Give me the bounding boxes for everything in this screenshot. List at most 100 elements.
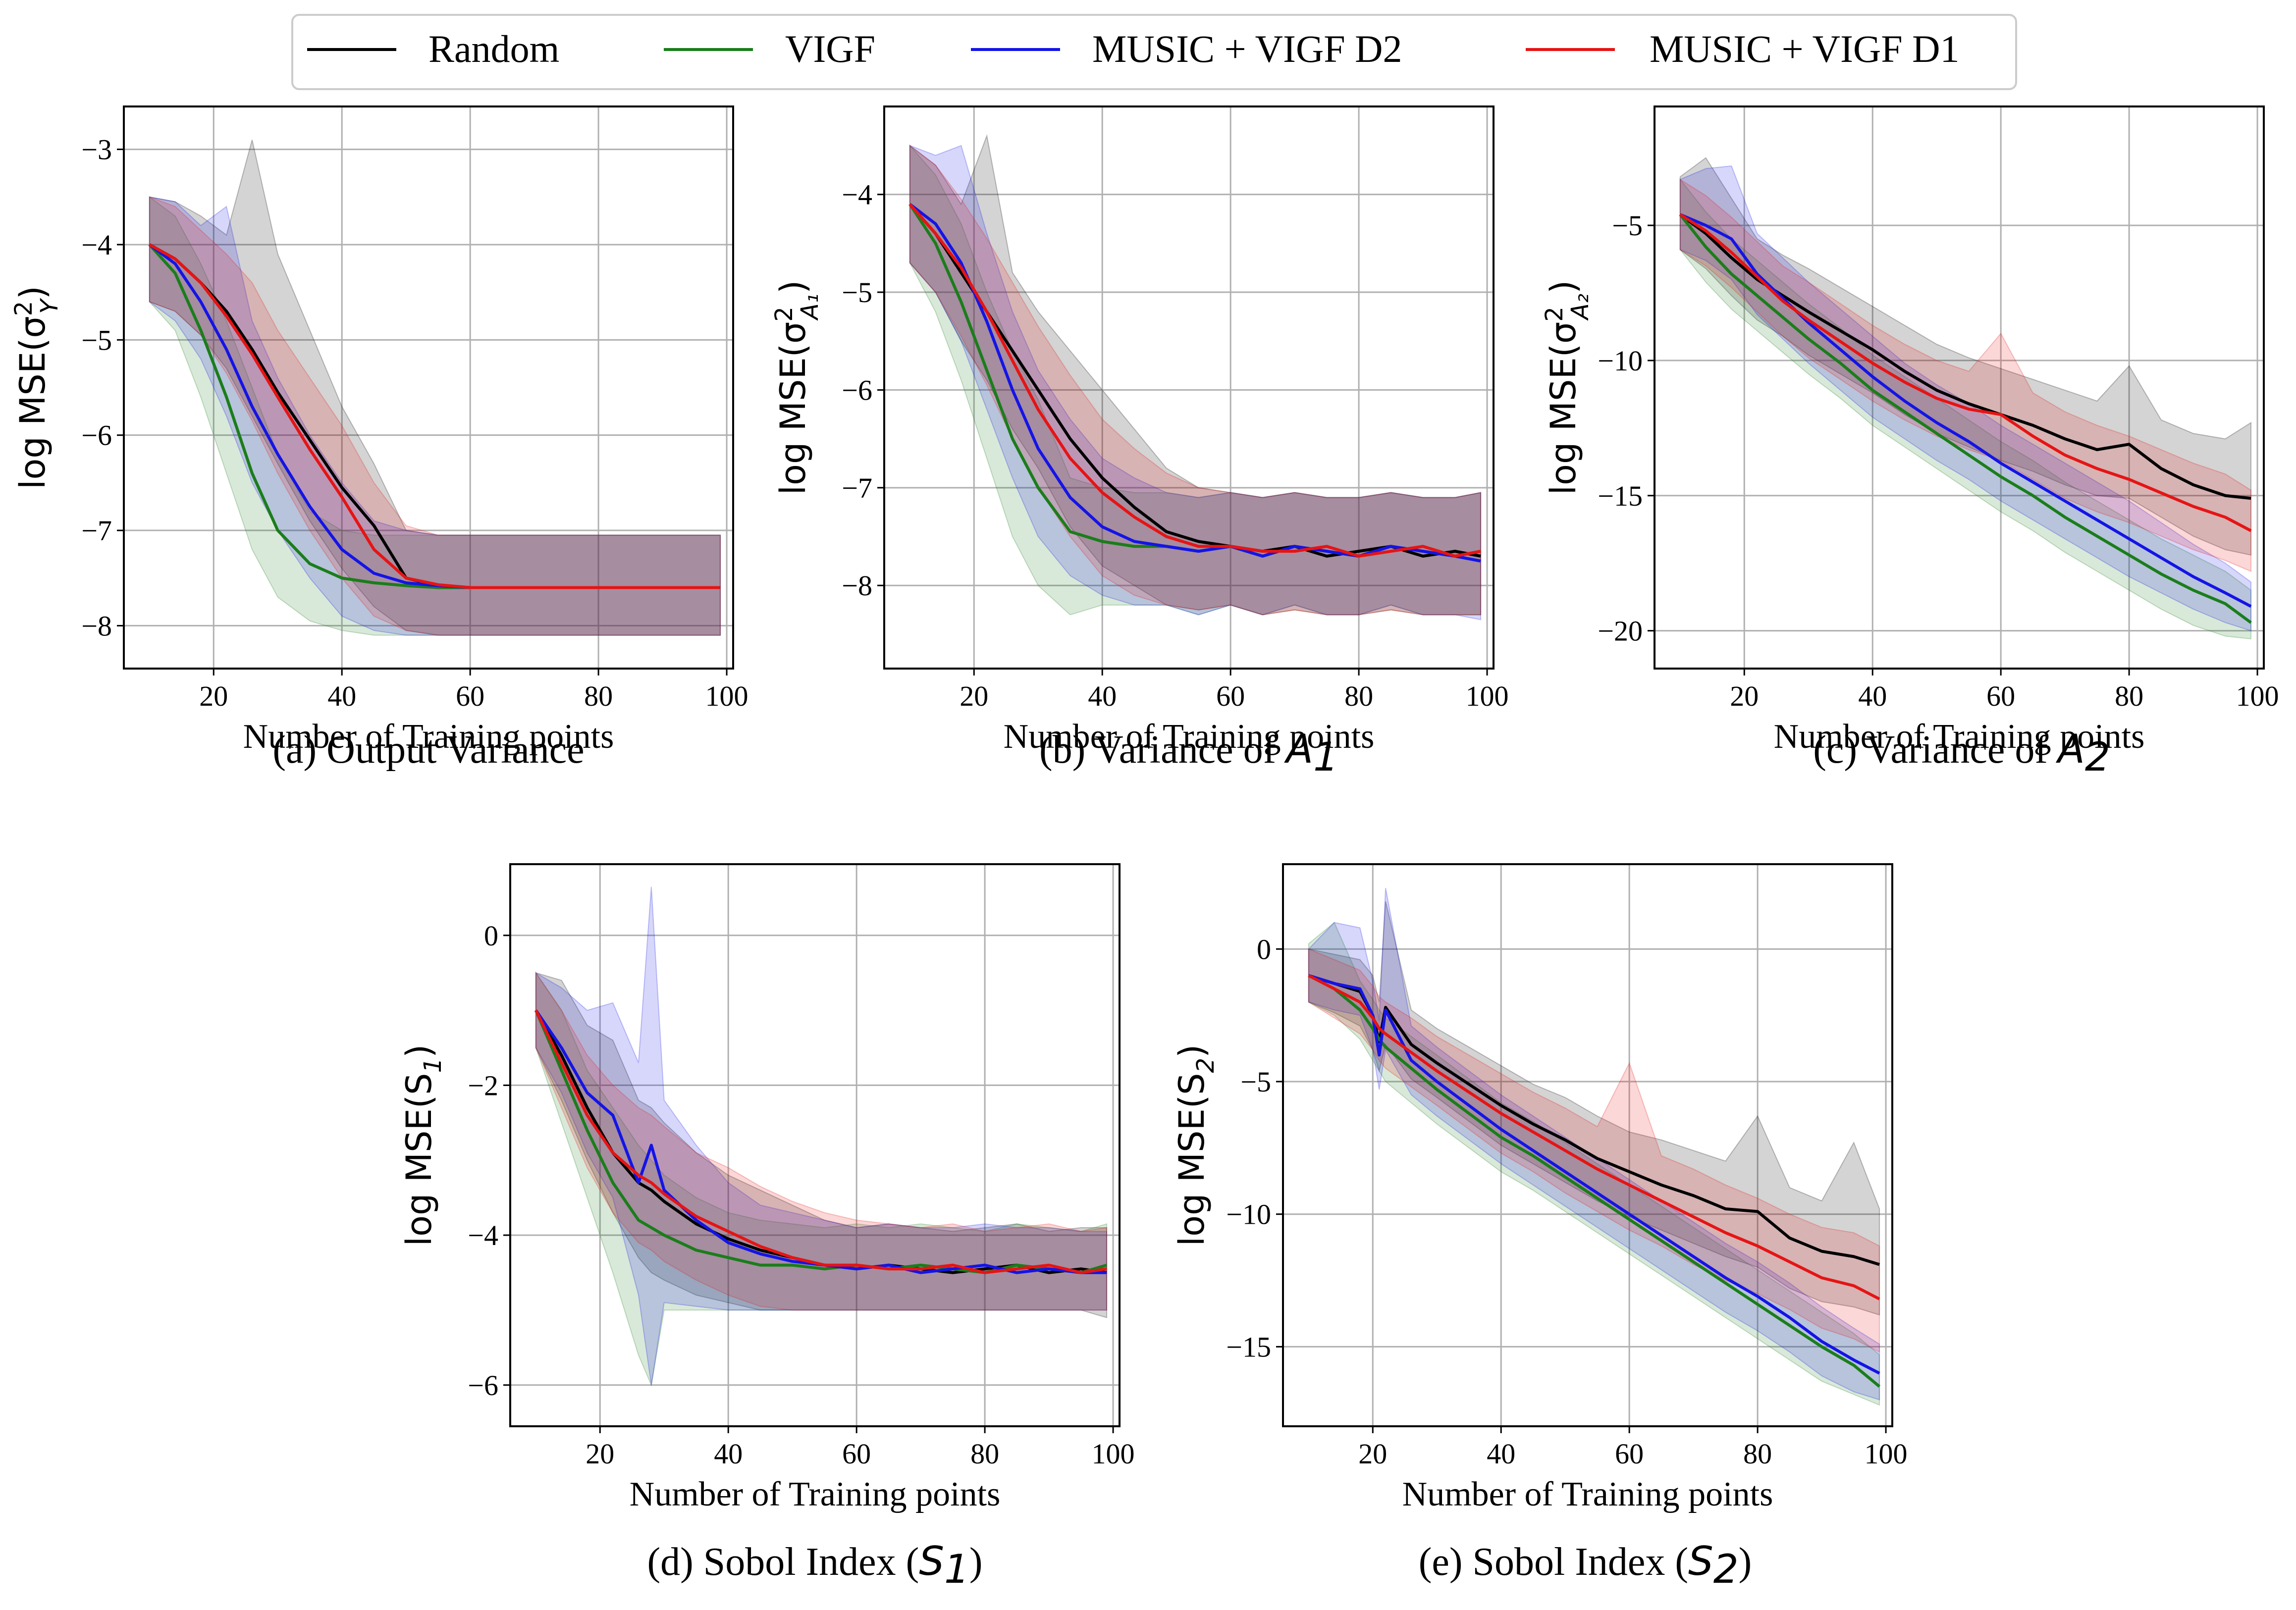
chart-b-ylabel: log MSE(σ2A₁): [770, 280, 824, 495]
chart-e-line-music-vigf-d2: [1308, 974, 1880, 1375]
chart-c-band-music-vigf-d2: [1679, 165, 2252, 631]
panel-c: 20 40 60 80 100 −20 −15 −10 −5 Number of Training…: [1541, 105, 2279, 780]
chart-e-xtick-label-60: 60: [1615, 1438, 1644, 1470]
chart-b-caption: (b) Variance of A1: [1039, 726, 1338, 780]
chart-c-band-random: [1679, 157, 2252, 556]
chart-a-ytick-label-m5: −5: [81, 324, 112, 356]
chart-e-ytick-label-m5: −5: [1240, 1066, 1271, 1098]
chart-c-line-music-vigf-d1: [1679, 213, 2252, 532]
chart-b-ytick-label-m5: −5: [842, 276, 872, 309]
chart-e-line-music-vigf-d1: [1308, 974, 1880, 1300]
chart-e-band-music-vigf-d1: [1308, 948, 1880, 1353]
chart-b-ytick-label-m6: −6: [842, 374, 872, 406]
legend-label-vigf: VIGF: [785, 27, 875, 70]
chart-a-caption: (a) Output Variance: [272, 728, 584, 772]
chart-a-line-music-vigf-d1: [149, 243, 721, 589]
chart-a-xlabel: Number of Training points: [243, 718, 614, 756]
chart-d-ytick-label-m4: −4: [468, 1219, 498, 1251]
panel-b: 20 40 60 80 100 −8 −7 −6 −5 −4 Number of Training …: [770, 105, 1509, 780]
chart-c-xtick-label-40: 40: [1858, 680, 1887, 712]
chart-c-xlabel: Number of Training points: [1774, 718, 2145, 756]
chart-e-ytick-label-0: 0: [1257, 933, 1271, 965]
chart-a-xtick-label-60: 60: [456, 680, 484, 712]
chart-b-band-vigf: [909, 144, 1482, 616]
chart-c-xtick-label-20: 20: [1730, 680, 1759, 712]
chart-d-xtick-label-60: 60: [842, 1438, 871, 1470]
chart-e-band-random: [1308, 901, 1880, 1316]
legend-frame: [291, 14, 2017, 90]
chart-d-band-vigf: [535, 971, 1108, 1387]
chart-b-xtick-label-100: 100: [1466, 680, 1509, 712]
chart-c-band-vigf: [1679, 178, 2252, 640]
chart-c-frame: [1654, 105, 2265, 670]
chart-b-xtick-label-60: 60: [1216, 680, 1245, 712]
legend: Random VIGF MUSIC + VIGF D2 MUSIC + VIGF…: [291, 14, 2017, 90]
chart-d-xtick-label-40: 40: [714, 1438, 743, 1470]
chart-a-xtick-label-80: 80: [584, 680, 613, 712]
chart-c-ytick-label-m5: −5: [1612, 209, 1643, 242]
chart-c-xtick-label-60: 60: [1986, 680, 2015, 712]
chart-a-band-random: [149, 140, 721, 636]
chart-d-band-random: [535, 972, 1108, 1318]
chart-d-xtick-label-100: 100: [1092, 1438, 1135, 1470]
chart-c-xtick-label-80: 80: [2115, 680, 2143, 712]
chart-d-ylabel: log MSE(S1): [399, 1044, 447, 1246]
chart-c-xtick-label-100: 100: [2236, 680, 2279, 712]
chart-a-xtick-label-20: 20: [199, 680, 228, 712]
chart-d-xtick-label-80: 80: [970, 1438, 999, 1470]
chart-e-xtick-label-80: 80: [1743, 1438, 1772, 1470]
chart-b-band-music-vigf-d2: [909, 145, 1482, 621]
chart-d-ytick-label-m6: −6: [468, 1369, 498, 1402]
chart-a-ylabel: log MSE(σ2Y): [10, 286, 63, 489]
chart-d-band-music-vigf-d2: [535, 886, 1108, 1385]
chart-a-ytick-label-m4: −4: [81, 229, 112, 261]
legend-label-music-vigf-d2: MUSIC + VIGF D2: [1092, 27, 1402, 70]
chart-a-xtick-label-100: 100: [705, 680, 748, 712]
chart-b-band-music-vigf-d1: [909, 144, 1482, 616]
chart-c-line-vigf: [1679, 213, 2252, 624]
chart-e-xtick-label-20: 20: [1358, 1438, 1387, 1470]
chart-a-band-music-vigf-d2: [149, 196, 721, 636]
chart-d-frame: [509, 863, 1121, 1427]
chart-d-xlabel: Number of Training points: [630, 1475, 1001, 1513]
chart-b-ytick-label-m8: −8: [842, 570, 872, 602]
chart-b-xlabel: Number of Training points: [1004, 718, 1375, 756]
panel-e: 20 40 60 80 100 −15 −10 −5 0 Number of Training p…: [1172, 863, 1908, 1592]
chart-b-xtick-label-40: 40: [1088, 680, 1117, 712]
panel-d: 20 40 60 80 100 −6 −4 −2 0 Number of Training poi…: [399, 863, 1135, 1592]
chart-d-line-vigf: [534, 1009, 1107, 1274]
chart-b-xtick-label-20: 20: [960, 680, 988, 712]
chart-a-ytick-label-m7: −7: [81, 515, 112, 547]
chart-d-xtick-label-20: 20: [586, 1438, 614, 1470]
chart-e-xlabel: Number of Training points: [1402, 1475, 1773, 1513]
chart-d-line-music-vigf-d1: [534, 1009, 1107, 1274]
chart-c-ylabel: log MSE(σ2A₂): [1541, 280, 1594, 495]
chart-b-ytick-label-m7: −7: [842, 472, 872, 504]
chart-d-ytick-label-0: 0: [484, 920, 498, 952]
chart-e-band-music-vigf-d2: [1308, 888, 1880, 1401]
chart-a-ytick-label-m3: −3: [81, 134, 112, 166]
chart-b-line-music-vigf-d2: [908, 203, 1481, 563]
chart-b-ytick-label-m4: −4: [842, 179, 872, 211]
chart-e-xtick-label-100: 100: [1865, 1438, 1908, 1470]
chart-b-xtick-label-80: 80: [1344, 680, 1373, 712]
chart-c-band-music-vigf-d1: [1679, 178, 2252, 572]
chart-e-ytick-label-m15: −15: [1226, 1331, 1271, 1363]
chart-a-ytick-label-m6: −6: [81, 419, 112, 452]
chart-b-band-random: [909, 134, 1482, 616]
chart-d-caption: (d) Sobol Index (S1): [647, 1538, 982, 1592]
chart-c-caption: (c) Variance of A2: [1813, 726, 2110, 780]
chart-e-caption: (e) Sobol Index (S2): [1419, 1538, 1752, 1592]
legend-label-random: Random: [428, 27, 559, 70]
chart-a-ytick-label-m8: −8: [81, 610, 112, 642]
panel-a: 20 40 60 80 100 −8 −7 −6 −5 −4 −3 Number of Trainin…: [10, 105, 748, 772]
chart-c-ytick-label-m20: −20: [1598, 615, 1643, 647]
chart-e-xtick-label-40: 40: [1487, 1438, 1515, 1470]
chart-e-ytick-label-m10: −10: [1226, 1198, 1271, 1231]
chart-d-ytick-label-m2: −2: [468, 1069, 498, 1101]
chart-e-ylabel: log MSE(S2): [1172, 1044, 1220, 1246]
chart-a-band-music-vigf-d1: [149, 196, 721, 636]
chart-c-ytick-label-m15: −15: [1598, 480, 1643, 512]
chart-c-ytick-label-m10: −10: [1598, 345, 1643, 377]
